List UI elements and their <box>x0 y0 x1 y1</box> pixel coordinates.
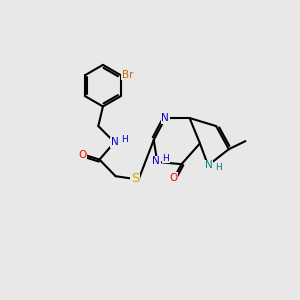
Text: H: H <box>121 136 128 145</box>
Text: N: N <box>161 113 169 123</box>
Text: H: H <box>163 154 170 163</box>
Text: Br: Br <box>122 70 133 80</box>
Text: O: O <box>78 150 86 161</box>
Text: H: H <box>215 163 222 172</box>
Text: N: N <box>111 137 119 147</box>
Text: N: N <box>205 160 212 170</box>
Text: S: S <box>131 172 140 185</box>
Text: O: O <box>169 172 178 183</box>
Text: N: N <box>152 156 160 167</box>
